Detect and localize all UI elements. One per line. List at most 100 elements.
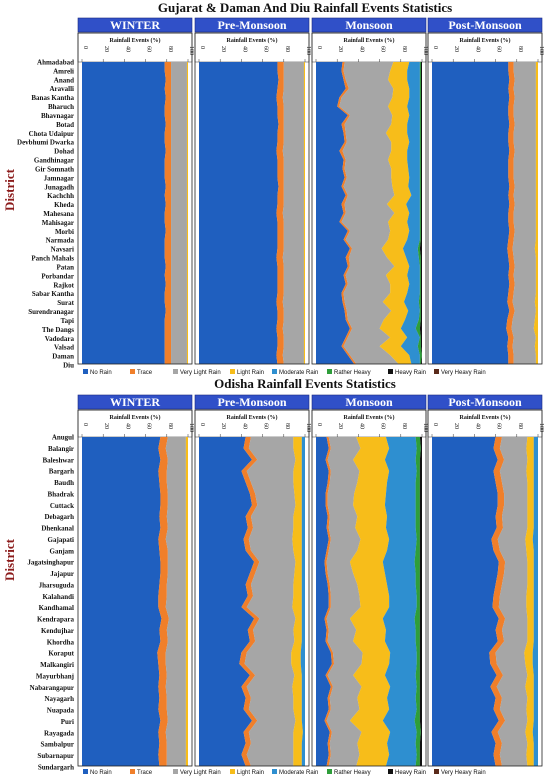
odisha-district-puri: Puri [61,718,74,726]
odisha-plot-area [432,437,538,766]
gujarat-legend-label-heavy-rain: Heavy Rain [395,370,426,376]
odisha-x-tick-20: 20 [220,423,226,429]
odisha-district-sambalpur: Sambalpur [41,741,74,749]
odisha-season-header-winter [77,394,193,410]
odisha-district-jajapur: Jajapur [50,570,74,578]
gujarat-district-devbhumi-dwarka: Devbhumi Dwarka [17,139,74,147]
gujarat-x-axis-label: Rainfall Events (%) [227,37,278,44]
gujarat-district-vadodara: Vadodara [45,335,75,343]
gujarat-district-kheda: Kheda [54,201,74,209]
gujarat-x-tick-20: 20 [337,46,343,52]
odisha-x-axis-label: Rainfall Events (%) [227,414,278,421]
gujarat-plot-area [82,62,188,364]
gujarat-series-trace-pre-monsoon [276,62,284,364]
gujarat-district-sabar-kantha: Sabar Kantha [32,290,75,298]
gujarat-x-tick-0: 0 [82,46,88,49]
odisha-district-khordha: Khordha [47,638,75,646]
odisha-panel-frame [194,409,310,767]
gujarat-district-anand: Anand [54,76,74,84]
gujarat-x-tick-80: 80 [284,46,290,52]
odisha-axis-box [194,409,310,438]
gujarat-district-kachchh: Kachchh [47,192,74,200]
odisha-series-very-light-rain-post-monsoon [495,437,528,766]
odisha-legend-label-no-rain: No Rain [90,770,112,776]
odisha-district-baleshwar: Baleshwar [43,456,75,464]
odisha-chart-title: Odisha Rainfall Events Statistics [214,376,396,391]
gujarat-x-tick-40: 40 [241,46,247,52]
odisha-season-header-monsoon [311,394,427,410]
gujarat-panel-frame [77,32,193,365]
gujarat-x-tick-100: 100 [188,46,194,55]
gujarat-legend-swatch-trace [130,369,135,374]
odisha-series-very-light-rain-pre-monsoon [244,437,296,766]
gujarat-legend: No Rain Trace Very Light Rain Light Rain Mod… [83,369,486,376]
gujarat-series-heavy-rain-monsoon [419,62,422,364]
odisha-x-tick-20: 20 [453,423,459,429]
odisha-x-tick-0: 0 [432,423,438,426]
odisha-district-nayagarh: Nayagarh [44,695,74,703]
odisha-legend-label-moderate-rain: Moderate Rain [279,770,318,776]
odisha-series-no-rain-winter [82,437,162,766]
odisha-series-rather-heavy-monsoon [414,437,421,766]
odisha-district-mayurbhanj: Mayurbhanj [36,672,74,680]
odisha-series-no-rain-pre-monsoon [199,437,255,766]
gujarat-x-tick-40: 40 [474,46,480,52]
gujarat-series-no-rain-pre-monsoon [199,62,279,364]
gujarat-legend-label-light-rain: Light Rain [237,370,264,376]
odisha-district-nabarangapur: Nabarangapur [30,684,74,692]
odisha-x-tick-60: 60 [146,423,152,429]
odisha-district-kandhamal: Kandhamal [39,604,74,612]
gujarat-x-tick-100: 100 [538,46,544,55]
odisha-series-no-rain-post-monsoon [432,437,499,766]
odisha-district-axis-label: District [2,538,17,581]
gujarat-district-amreli: Amreli [53,67,74,75]
odisha-legend-label-light-rain: Light Rain [237,770,264,776]
gujarat-district-bharuch: Bharuch [48,103,74,111]
gujarat-district-panch-mahals: Panch Mahals [31,255,74,263]
gujarat-legend-swatch-no-rain [83,369,88,374]
gujarat-legend-swatch-light-rain [230,369,235,374]
odisha-season-header-post-monsoon [427,394,543,410]
odisha-season-label-post-monsoon: Post-Monsoon [448,395,522,409]
odisha-x-tick-0: 0 [82,423,88,426]
gujarat-season-header-monsoon [311,17,427,33]
odisha-series-trace-post-monsoon [489,437,506,766]
odisha-x-tick-80: 80 [284,423,290,429]
odisha-district-sundargarh: Sundargarh [38,764,74,772]
odisha-series-trace-monsoon [324,437,335,766]
odisha-legend-swatch-no-rain [83,769,88,774]
gujarat-series-very-light-rain-winter [171,62,187,364]
odisha-legend-swatch-very-light-rain [173,769,178,774]
odisha-panel-monsoon: Monsoon Rainfall Events (%) 0 20 40 60 80 100 [311,394,428,767]
odisha-series-heavy-rain-monsoon [419,437,422,766]
odisha-panel-frame [427,409,543,767]
gujarat-x-tick-20: 20 [453,46,459,52]
odisha-panel-pre-monsoon: Pre-Monsoon Rainfall Events (%) 0 20 40 60 80 1… [194,394,311,767]
gujarat-series-rather-heavy-monsoon [415,62,422,364]
odisha-season-header-pre-monsoon [194,394,310,410]
gujarat-series-light-rain-monsoon [379,62,412,364]
gujarat-district-aravalli: Aravalli [50,85,75,93]
odisha-plot-area [199,437,305,766]
odisha-district-ganjam: Ganjam [50,547,75,555]
gujarat-legend-swatch-very-light-rain [173,369,178,374]
odisha-x-tick-60: 60 [496,423,502,429]
odisha-plot-area [82,437,188,766]
odisha-district-gajapati: Gajapati [48,536,75,544]
gujarat-district-jamnagar: Jamnagar [44,174,74,182]
odisha-panel-frame [77,409,193,767]
gujarat-plot-area [316,62,422,364]
gujarat-district-mahisagar: Mahisagar [42,219,74,227]
gujarat-legend-swatch-moderate-rain [272,369,277,374]
odisha-district-jharsuguda: Jharsuguda [39,581,75,589]
gujarat-district-morbi: Morbi [55,228,74,236]
odisha-district-bhadrak: Bhadrak [48,490,75,498]
odisha-x-tick-40: 40 [474,423,480,429]
odisha-x-tick-80: 80 [401,423,407,429]
gujarat-district-surendranagar: Surendranagar [28,308,74,316]
odisha-district-bargarh: Bargarh [49,468,74,476]
odisha-district-dhenkanal: Dhenkanal [41,525,74,533]
odisha-x-tick-0: 0 [316,423,322,426]
gujarat-district-gir-somnath: Gir Somnath [35,165,74,173]
